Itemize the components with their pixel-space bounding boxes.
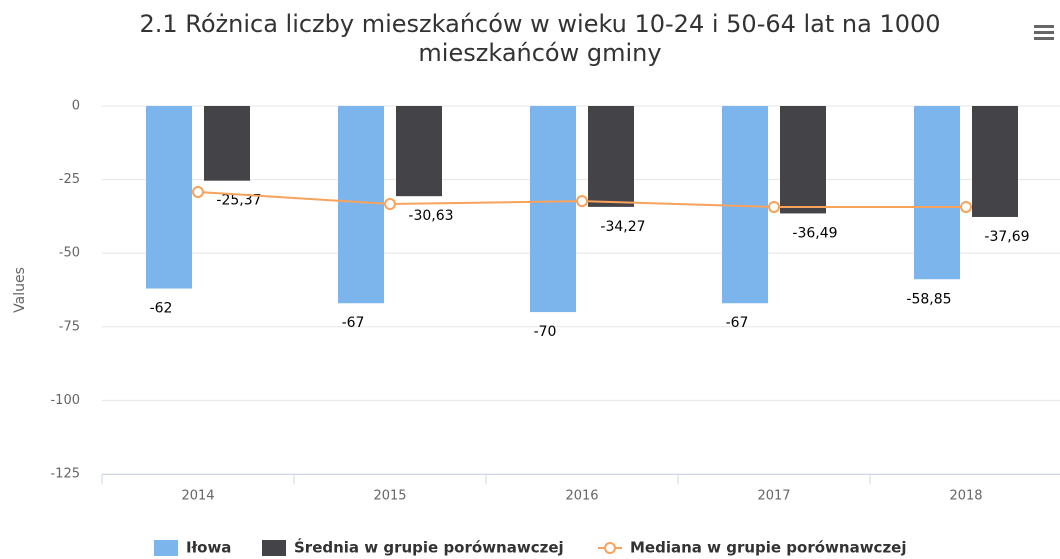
y-tick-label: -100 [50,393,80,408]
legend-symbol [262,540,286,556]
bar [780,106,826,214]
bar [396,106,442,197]
x-tick-label: 2018 [949,489,982,504]
line-point [576,195,588,208]
x-tick-label: 2015 [373,489,406,504]
legend-symbol [604,542,616,554]
data-label: -70 [534,324,557,340]
bar [204,106,250,181]
data-label: -58,85 [906,291,951,307]
bar [972,106,1018,217]
data-label: -62 [150,301,173,317]
bar [588,106,634,207]
legend-label: Średnia w grupie porównawczej [294,538,564,557]
y-axis-title: Values [12,267,28,313]
chart-title: 2.1 Różnica liczby mieszkańców w wieku 1… [139,10,941,67]
bar [914,106,960,280]
data-label: -67 [726,315,749,331]
bar [146,106,192,289]
x-tick-label: 2014 [181,489,214,504]
data-label: -34,27 [600,219,645,235]
y-tick-label: -25 [59,172,80,187]
legend-label: Mediana w grupie porównawczej [630,539,907,557]
data-label: -25,37 [216,193,261,209]
data-label: -37,69 [984,229,1029,245]
y-tick-label: 0 [72,99,80,114]
line-point [768,200,780,213]
x-tick-label: 2017 [757,489,790,504]
legend-label: Iłowa [186,539,231,557]
bar [338,106,384,304]
data-label: -36,49 [792,225,837,241]
line-point [960,200,972,213]
data-label: -30,63 [408,208,453,224]
x-tick-label: 2016 [565,489,598,504]
line-point [192,185,204,198]
y-tick-label: -75 [59,319,80,334]
data-label: -67 [342,315,365,331]
y-tick-label: -125 [50,467,80,482]
line-point [384,198,396,211]
legend-symbol [154,540,178,556]
menu-button[interactable] [1034,24,1054,40]
y-tick-label: -50 [59,246,80,261]
bar [530,106,576,313]
